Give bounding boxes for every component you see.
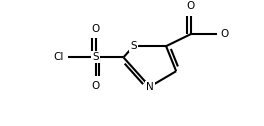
Text: S: S [130, 41, 137, 51]
Text: Cl: Cl [54, 52, 64, 62]
Text: O: O [92, 24, 100, 34]
Text: N: N [146, 82, 154, 92]
Text: S: S [92, 52, 99, 62]
Text: O: O [92, 81, 100, 91]
Text: O: O [220, 29, 229, 39]
Text: O: O [187, 1, 195, 11]
